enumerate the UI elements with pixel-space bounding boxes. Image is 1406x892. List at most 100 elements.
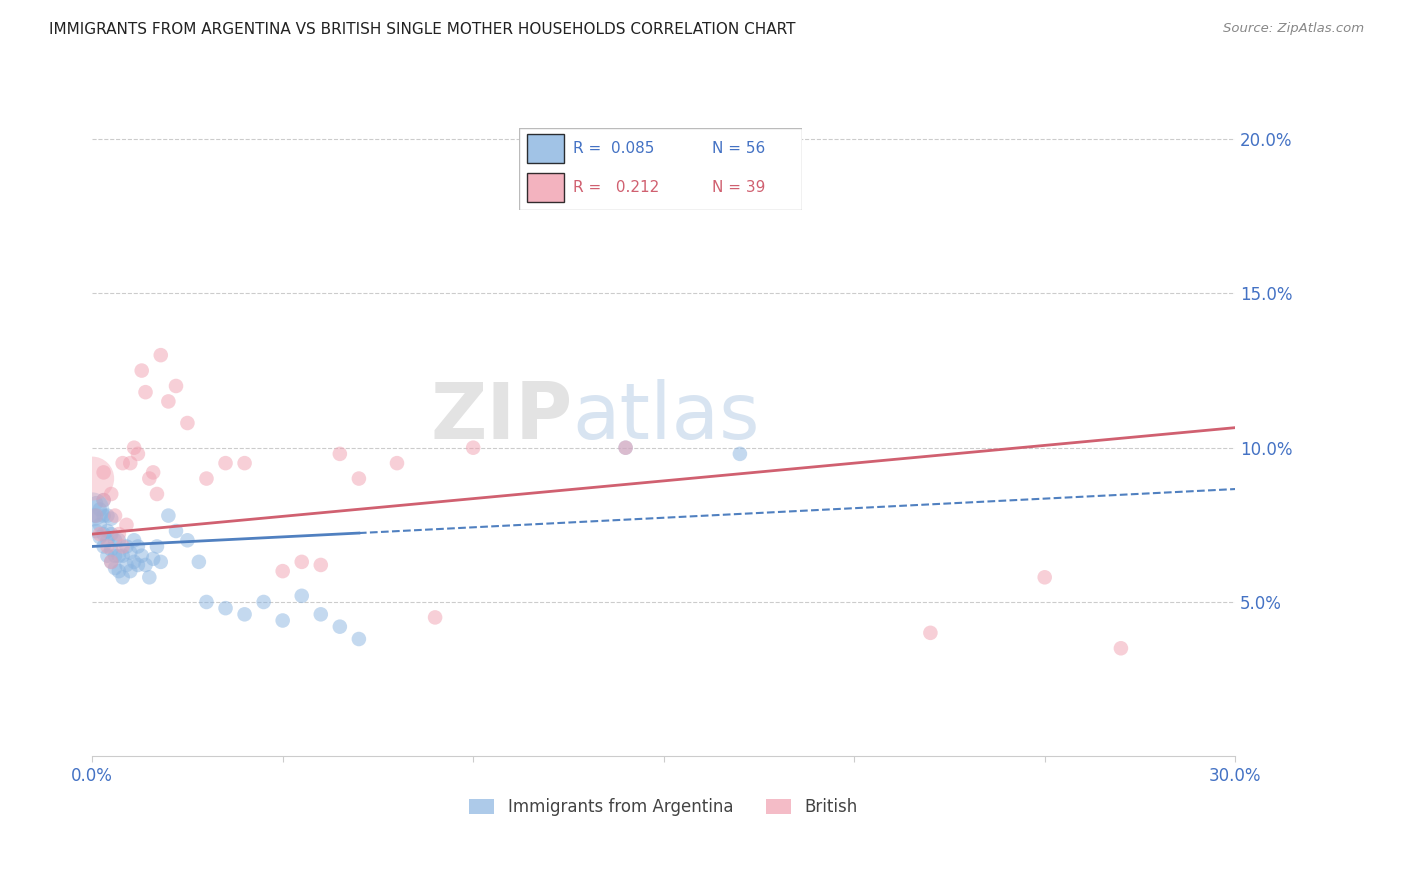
Point xyxy=(82,502,104,516)
Point xyxy=(347,472,370,486)
FancyBboxPatch shape xyxy=(527,134,564,163)
Text: ZIP: ZIP xyxy=(430,379,572,455)
Point xyxy=(309,607,332,622)
Point xyxy=(120,456,142,470)
Point xyxy=(157,508,180,523)
Point xyxy=(165,379,187,393)
Text: atlas: atlas xyxy=(572,379,759,455)
Text: R =  0.085: R = 0.085 xyxy=(572,141,654,156)
Point xyxy=(104,508,127,523)
Point xyxy=(93,508,115,523)
Point xyxy=(100,487,122,501)
Point xyxy=(108,533,131,548)
Point xyxy=(195,595,218,609)
Text: N = 56: N = 56 xyxy=(711,141,765,156)
Point xyxy=(614,441,637,455)
Point xyxy=(84,508,107,523)
Point xyxy=(176,416,198,430)
Point xyxy=(122,441,145,455)
Point xyxy=(214,601,236,615)
Point xyxy=(165,524,187,538)
Point xyxy=(233,607,256,622)
Text: IMMIGRANTS FROM ARGENTINA VS BRITISH SINGLE MOTHER HOUSEHOLDS CORRELATION CHART: IMMIGRANTS FROM ARGENTINA VS BRITISH SIN… xyxy=(49,22,796,37)
Point xyxy=(138,570,160,584)
Point xyxy=(142,466,165,480)
Point xyxy=(93,493,115,508)
Point xyxy=(96,549,118,563)
Point xyxy=(111,540,134,554)
Point xyxy=(96,524,118,538)
Point xyxy=(115,517,138,532)
Point xyxy=(187,555,209,569)
Point xyxy=(291,555,314,569)
Point xyxy=(84,508,107,523)
Point xyxy=(93,527,115,541)
Point xyxy=(920,625,942,640)
Point xyxy=(271,564,294,578)
Point xyxy=(127,447,149,461)
Point xyxy=(157,394,180,409)
Point xyxy=(93,540,115,554)
Point xyxy=(329,447,352,461)
Text: Source: ZipAtlas.com: Source: ZipAtlas.com xyxy=(1223,22,1364,36)
Point xyxy=(120,564,142,578)
Point xyxy=(84,496,107,510)
Point xyxy=(146,540,169,554)
Point xyxy=(115,558,138,572)
Point xyxy=(100,511,122,525)
Point xyxy=(149,348,172,362)
Point xyxy=(423,610,446,624)
Point xyxy=(96,533,118,548)
Point xyxy=(108,564,131,578)
Point xyxy=(100,542,122,557)
Point xyxy=(138,472,160,486)
Point xyxy=(614,441,637,455)
Point xyxy=(89,502,111,516)
Point xyxy=(122,533,145,548)
Text: R =   0.212: R = 0.212 xyxy=(572,180,659,194)
Text: N = 39: N = 39 xyxy=(711,180,765,194)
Point xyxy=(93,493,115,508)
Point xyxy=(100,527,122,541)
Point xyxy=(104,533,127,548)
Point xyxy=(108,549,131,563)
FancyBboxPatch shape xyxy=(527,173,564,202)
Point xyxy=(728,447,751,461)
Point xyxy=(291,589,314,603)
Point xyxy=(329,620,352,634)
Point xyxy=(127,558,149,572)
Point xyxy=(84,524,107,538)
Point xyxy=(347,632,370,646)
Point xyxy=(82,472,104,486)
Point xyxy=(89,517,111,532)
Point xyxy=(233,456,256,470)
Point xyxy=(83,508,105,523)
Point xyxy=(195,472,218,486)
Point xyxy=(134,385,156,400)
Point xyxy=(111,456,134,470)
Point xyxy=(111,549,134,563)
Point xyxy=(1033,570,1056,584)
Point xyxy=(100,555,122,569)
Point xyxy=(134,558,156,572)
Point xyxy=(104,549,127,563)
Point xyxy=(120,546,142,560)
Point xyxy=(108,527,131,541)
Point xyxy=(463,441,485,455)
Point xyxy=(253,595,276,609)
Point xyxy=(89,530,111,544)
Point xyxy=(96,540,118,554)
Point xyxy=(142,551,165,566)
Point xyxy=(127,540,149,554)
Point xyxy=(93,466,115,480)
Point xyxy=(176,533,198,548)
Point xyxy=(309,558,332,572)
Point xyxy=(214,456,236,470)
Point xyxy=(385,456,408,470)
FancyBboxPatch shape xyxy=(519,128,803,211)
Point xyxy=(271,614,294,628)
Legend: Immigrants from Argentina, British: Immigrants from Argentina, British xyxy=(463,791,865,822)
Point xyxy=(1109,641,1132,656)
Point xyxy=(104,561,127,575)
Point xyxy=(131,549,153,563)
